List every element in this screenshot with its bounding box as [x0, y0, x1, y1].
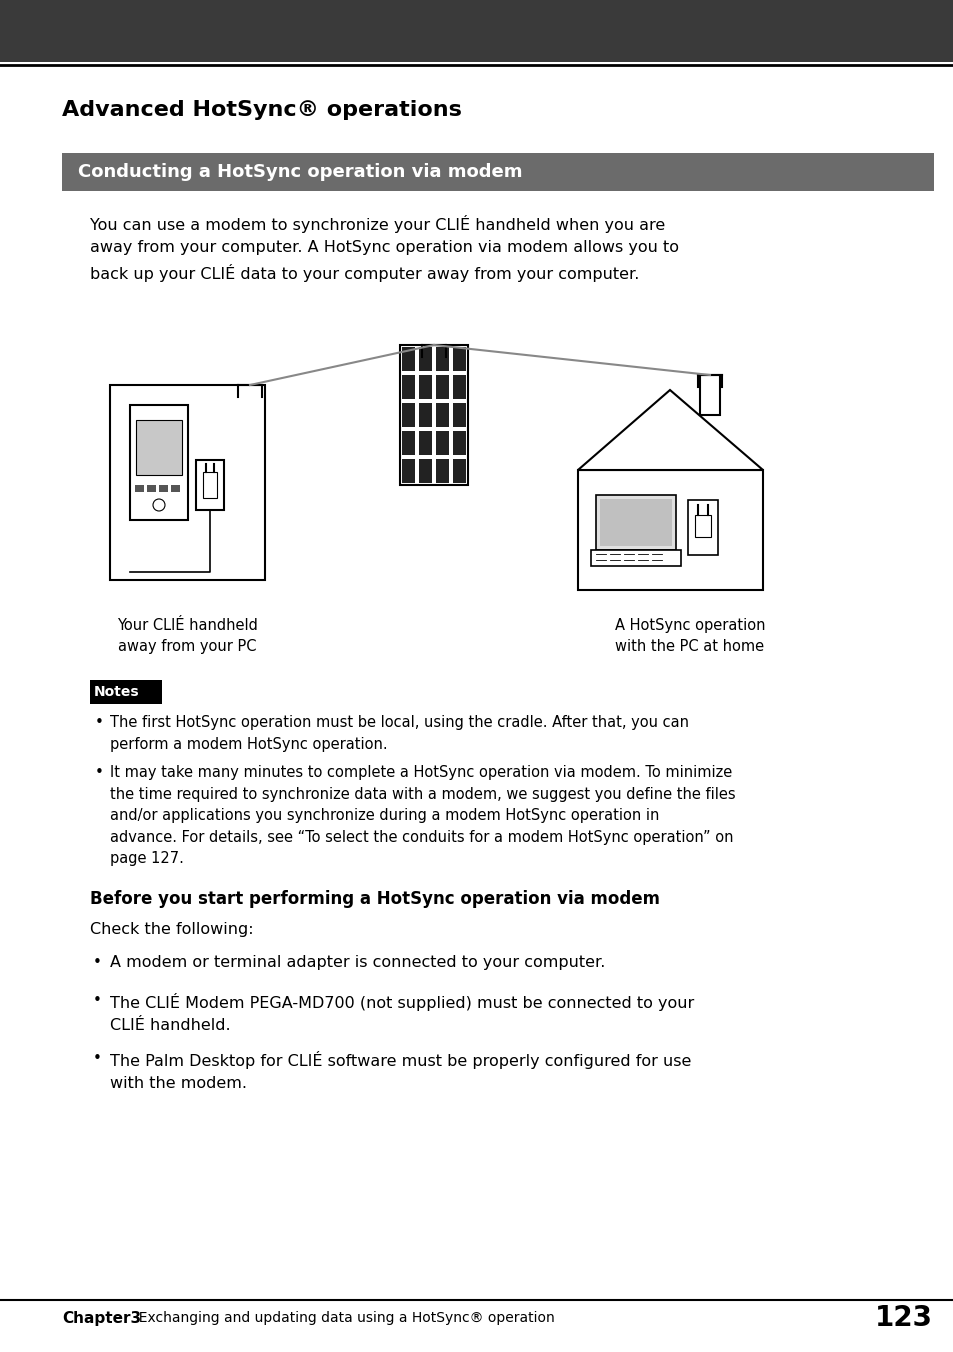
Text: •: •: [92, 955, 102, 969]
Bar: [418, 431, 432, 456]
Bar: [399, 345, 468, 485]
Bar: [90, 680, 162, 704]
Bar: [453, 458, 465, 483]
Text: •: •: [92, 1051, 102, 1065]
Bar: [453, 375, 465, 399]
Text: Before you start performing a HotSync operation via modem: Before you start performing a HotSync op…: [90, 890, 659, 909]
Bar: [436, 458, 449, 483]
Bar: [453, 403, 465, 427]
Bar: [418, 403, 432, 427]
Bar: [453, 431, 465, 456]
Text: Notes: Notes: [94, 685, 139, 699]
Text: Your CLIÉ handheld
away from your PC: Your CLIÉ handheld away from your PC: [116, 618, 257, 654]
Bar: [418, 375, 432, 399]
Text: 123: 123: [874, 1303, 932, 1332]
Bar: [436, 403, 449, 427]
Text: It may take many minutes to complete a HotSync operation via modem. To minimize
: It may take many minutes to complete a H…: [110, 765, 735, 867]
Bar: [599, 499, 671, 546]
Bar: [401, 458, 415, 483]
Polygon shape: [578, 389, 762, 470]
Bar: [418, 458, 432, 483]
Bar: [0, 0, 953, 62]
Text: A modem or terminal adapter is connected to your computer.: A modem or terminal adapter is connected…: [110, 955, 605, 969]
Bar: [590, 550, 680, 566]
Text: A HotSync operation
with the PC at home: A HotSync operation with the PC at home: [614, 618, 764, 654]
Bar: [687, 500, 718, 556]
Bar: [596, 495, 676, 550]
Bar: [401, 375, 415, 399]
Bar: [62, 153, 933, 191]
Bar: [578, 470, 762, 589]
Bar: [418, 347, 432, 370]
Bar: [195, 460, 224, 510]
Bar: [401, 431, 415, 456]
Bar: [436, 431, 449, 456]
Text: Check the following:: Check the following:: [90, 922, 253, 937]
Bar: [700, 375, 720, 415]
Bar: [136, 420, 182, 475]
Text: The CLIÉ Modem PEGA-MD700 (not supplied) must be connected to your
CLIÉ handheld: The CLIÉ Modem PEGA-MD700 (not supplied)…: [110, 992, 694, 1033]
Bar: [401, 403, 415, 427]
Text: The Palm Desktop for CLIÉ software must be properly configured for use
with the : The Palm Desktop for CLIÉ software must …: [110, 1051, 691, 1091]
Bar: [147, 485, 156, 492]
Text: Conducting a HotSync operation via modem: Conducting a HotSync operation via modem: [78, 164, 522, 181]
Text: You can use a modem to synchronize your CLIÉ handheld when you are
away from you: You can use a modem to synchronize your …: [90, 215, 679, 283]
Bar: [453, 347, 465, 370]
Bar: [130, 406, 188, 521]
Bar: [135, 485, 144, 492]
Bar: [695, 515, 710, 537]
Text: Chapter3: Chapter3: [62, 1310, 141, 1325]
Text: Advanced HotSync® operations: Advanced HotSync® operations: [62, 100, 461, 120]
Bar: [436, 347, 449, 370]
Text: The first HotSync operation must be local, using the cradle. After that, you can: The first HotSync operation must be loca…: [110, 715, 688, 752]
Bar: [203, 472, 216, 498]
Bar: [110, 385, 265, 580]
Text: Exchanging and updating data using a HotSync® operation: Exchanging and updating data using a Hot…: [130, 1311, 554, 1325]
Circle shape: [152, 499, 165, 511]
Bar: [159, 485, 168, 492]
Text: •: •: [95, 715, 104, 730]
Bar: [401, 347, 415, 370]
Text: •: •: [92, 992, 102, 1009]
Bar: [171, 485, 180, 492]
Bar: [436, 375, 449, 399]
Text: •: •: [95, 765, 104, 780]
